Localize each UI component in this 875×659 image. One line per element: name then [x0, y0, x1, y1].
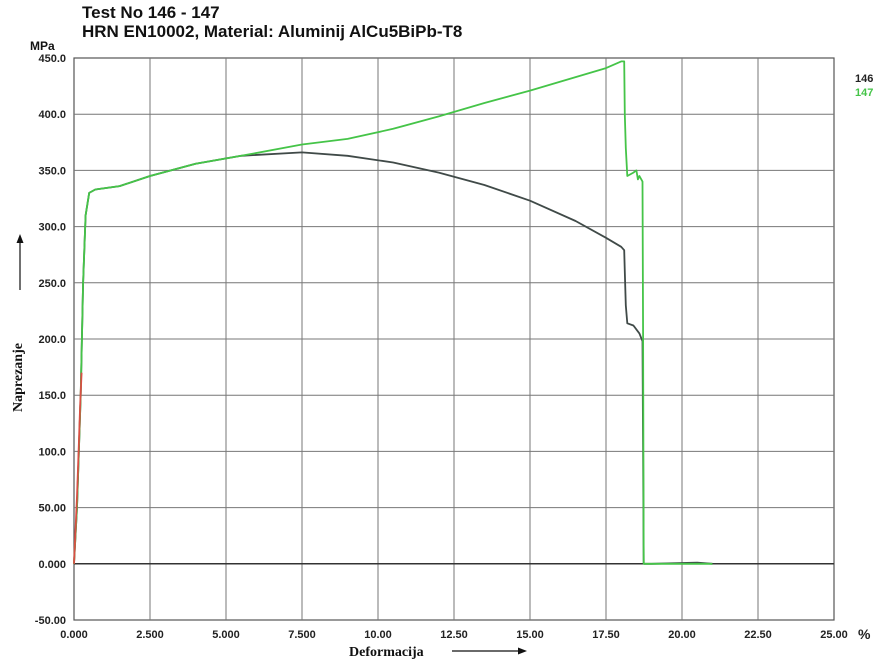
x-axis-label: Deformacija [349, 645, 424, 659]
series-line-147 [73, 60, 713, 565]
chart-title: Test No 146 - 147 [82, 3, 220, 22]
y-tick-label: 350.0 [38, 165, 66, 177]
y-tick-label: -50.00 [35, 615, 66, 627]
y-axis-arrow [16, 234, 24, 290]
y-tick-label: 100.0 [38, 446, 66, 458]
x-tick-label: 0.000 [60, 629, 88, 641]
x-tick-label: 5.000 [212, 629, 240, 641]
y-tick-label: 150.0 [38, 390, 66, 402]
y-tick-label: 400.0 [38, 109, 66, 121]
x-tick-label: 17.50 [592, 629, 620, 641]
x-tick-label: 22.50 [744, 629, 772, 641]
y-unit-label: MPa [30, 39, 55, 53]
y-tick-label: 200.0 [38, 334, 66, 346]
x-tick-label: 15.00 [516, 629, 544, 641]
x-tick-label: 12.50 [440, 629, 468, 641]
x-axis-arrow [452, 647, 527, 655]
grid [73, 57, 835, 621]
x-tick-label: 25.00 [820, 629, 848, 641]
y-tick-label: 300.0 [38, 222, 66, 234]
y-tick-label: 0.000 [38, 559, 66, 571]
x-tick-label: 7.500 [288, 629, 316, 641]
tick-labels: 0.000 2.500 5.000 7.500 10.00 12.50 15.00 17.50… [35, 53, 848, 641]
series-line-146 [73, 151, 713, 565]
x-tick-label: 10.00 [364, 629, 392, 641]
x-unit-label: % [858, 626, 871, 642]
y-tick-label: 50.00 [38, 503, 66, 515]
y-tick-label: 250.0 [38, 278, 66, 290]
y-axis-label: Naprezanje [11, 343, 26, 412]
chart-subtitle: HRN EN10002, Material: Aluminij AlCu5BiP… [82, 22, 463, 41]
series-group [73, 60, 713, 565]
y-tick-label: 450.0 [38, 53, 66, 65]
series-line-segment-2 [73, 372, 83, 564]
x-tick-label: 20.00 [668, 629, 696, 641]
legend-147: 147 [855, 87, 873, 99]
x-tick-label: 2.500 [136, 629, 164, 641]
legend-146: 146 [855, 73, 873, 85]
